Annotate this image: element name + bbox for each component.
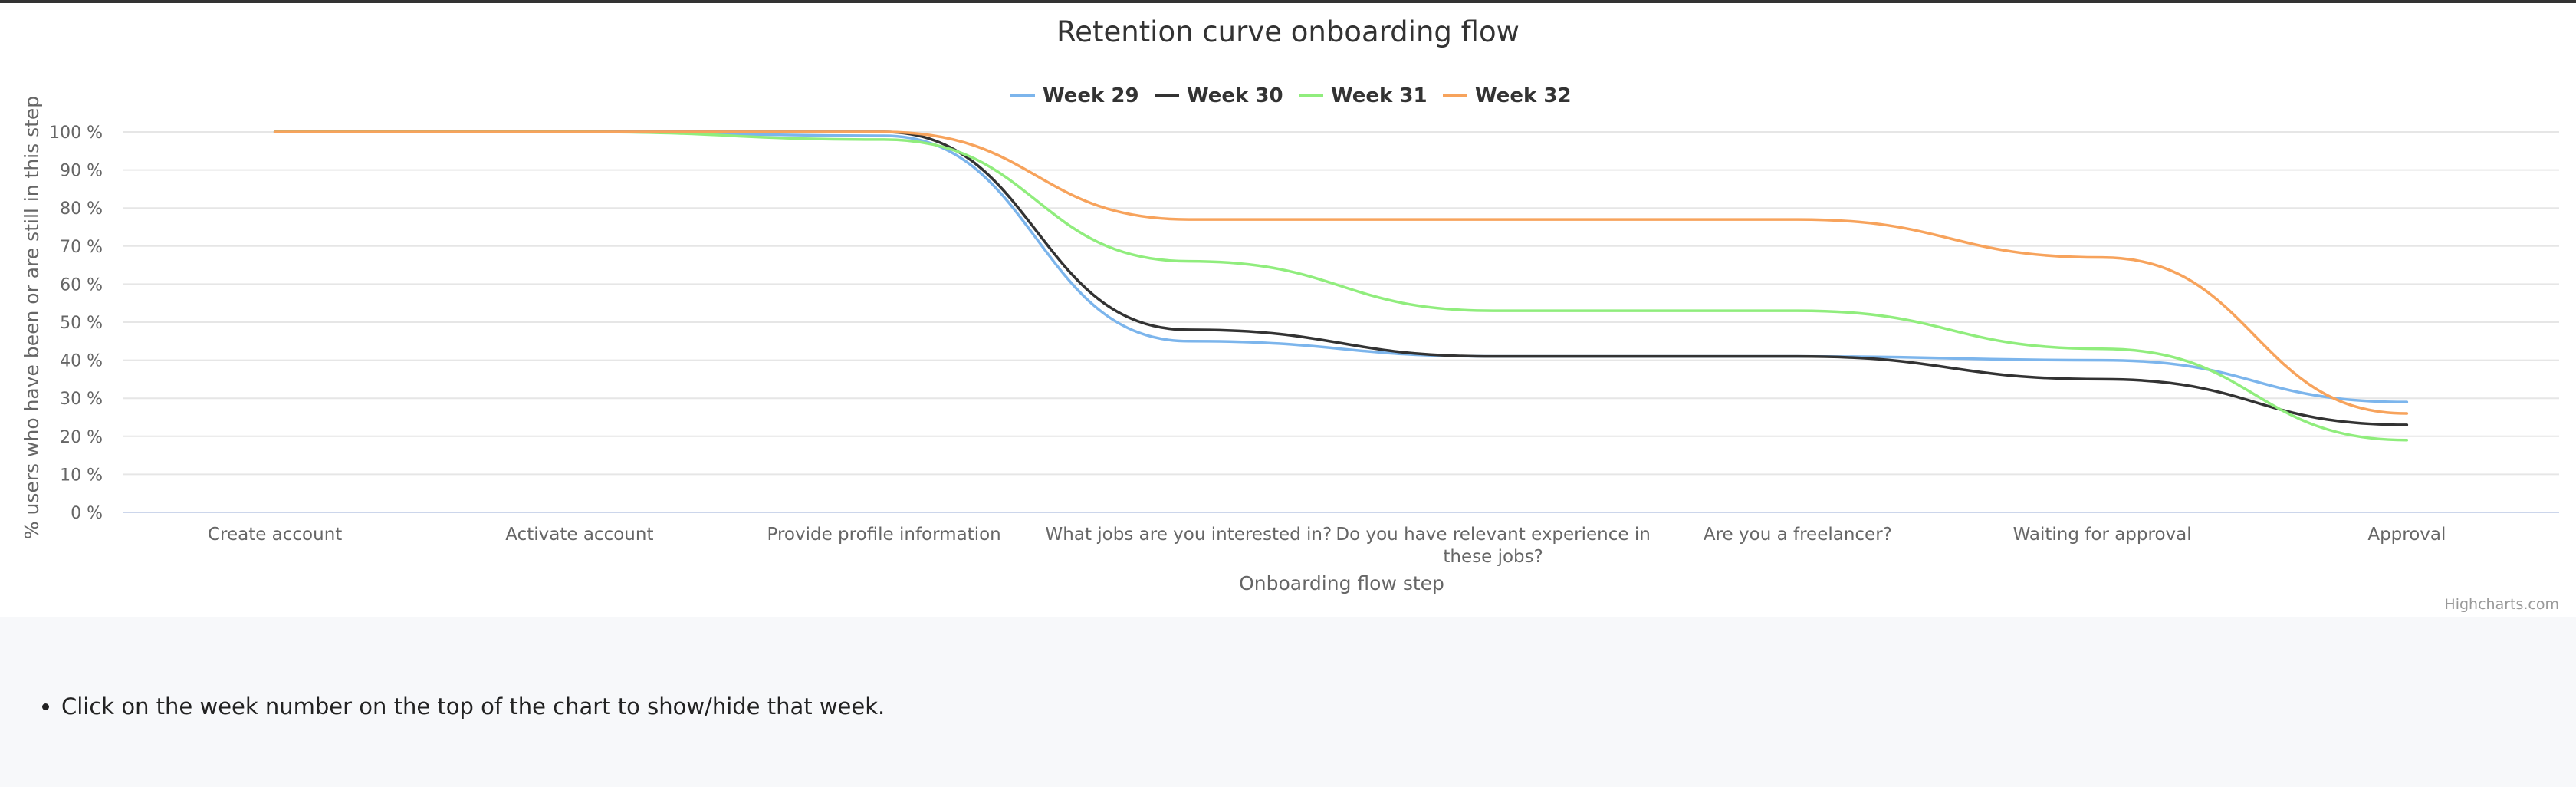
top-border xyxy=(0,0,2576,3)
series-lines xyxy=(273,130,2409,442)
x-tick-label: Are you a freelancer? xyxy=(1704,525,1892,545)
x-tick-label: What jobs are you interested in? xyxy=(1046,525,1332,545)
x-tick-label: Waiting for approval xyxy=(2013,525,2192,545)
notes-list: Click on the week number on the top of t… xyxy=(0,693,885,719)
y-axis-title: % users who have been or are still in th… xyxy=(21,96,43,539)
grid xyxy=(123,131,2559,513)
legend-item-week-1[interactable]: Week 29 xyxy=(1010,84,1139,107)
legend-label[interactable]: Week 31 xyxy=(1331,84,1428,107)
legend-label[interactable]: Week 32 xyxy=(1475,84,1572,107)
notes-item: Click on the week number on the top of t… xyxy=(61,693,885,719)
y-tick-label: 0 % xyxy=(71,504,103,523)
retention-chart: Retention curve onboarding flow Week 29 W… xyxy=(21,15,2559,613)
y-tick-label: 90 % xyxy=(60,162,103,181)
legend: Week 29 Week 30 Week 31 Week 32 xyxy=(1010,84,1572,107)
x-tick-label: Provide profile information xyxy=(767,525,1001,545)
x-tick-label: Create account xyxy=(208,525,342,545)
series-line-1[interactable] xyxy=(273,130,2409,403)
legend-item-week-2[interactable]: Week 30 xyxy=(1155,84,1283,107)
y-tick-label: 10 % xyxy=(60,466,103,485)
y-tick-label: 50 % xyxy=(60,314,103,333)
x-tick-label: Do you have relevant experience in these … xyxy=(1336,525,1650,567)
legend-label[interactable]: Week 30 xyxy=(1187,84,1283,107)
series-line-2[interactable] xyxy=(273,130,2409,426)
y-tick-label: 60 % xyxy=(60,275,103,295)
x-tick-label: Approval xyxy=(2367,525,2446,545)
legend-item-week-3[interactable]: Week 31 xyxy=(1299,84,1428,107)
y-tick-label: 30 % xyxy=(60,390,103,409)
x-axis-title: Onboarding flow step xyxy=(1239,572,1444,594)
y-tick-label: 100 % xyxy=(49,123,103,143)
chart-container: Retention curve onboarding flow Week 29 W… xyxy=(0,3,2576,617)
y-tick-label: 40 % xyxy=(60,352,103,371)
y-axis-ticks: 0 % 10 % 20 % 30 % 40 % 50 % 60 % 70 % 80 % 90 % 1… xyxy=(49,123,103,523)
legend-label[interactable]: Week 29 xyxy=(1043,84,1139,107)
series-line-4[interactable] xyxy=(273,130,2409,415)
y-tick-label: 20 % xyxy=(60,428,103,447)
x-axis-ticks: Create account Activate account Provide pr… xyxy=(208,525,2446,567)
y-tick-label: 70 % xyxy=(60,238,103,257)
series-line-3[interactable] xyxy=(273,130,2409,442)
x-tick-label: Activate account xyxy=(505,525,653,545)
credits-link[interactable]: Highcharts.com xyxy=(2444,596,2559,613)
notes-section: Click on the week number on the top of t… xyxy=(0,617,2576,787)
y-tick-label: 80 % xyxy=(60,199,103,219)
legend-item-week-4[interactable]: Week 32 xyxy=(1443,84,1572,107)
chart-title: Retention curve onboarding flow xyxy=(1056,15,1520,48)
